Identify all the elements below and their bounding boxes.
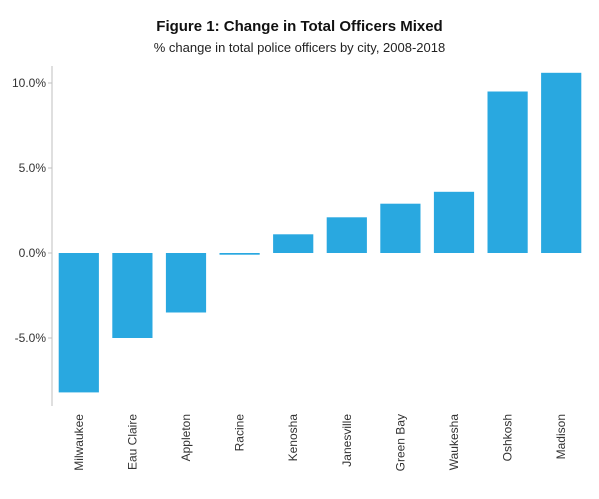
chart-subtitle: % change in total police officers by cit… <box>153 40 446 55</box>
y-tick-label: 0.0% <box>19 246 47 260</box>
x-tick-label: Green Bay <box>393 414 407 471</box>
bar-waukesha <box>433 191 475 253</box>
chart-title: Figure 1: Change in Total Officers Mixed <box>156 18 443 35</box>
x-tick-label: Janesville <box>340 414 354 467</box>
bar-milwaukee <box>58 253 99 393</box>
bar-green-bay <box>380 203 421 253</box>
x-axis-labels: Milwaukee Eau Claire Appleton Racine Kenosha… <box>72 414 568 472</box>
bars-group <box>58 72 582 393</box>
x-tick-label: Appleton <box>179 414 193 461</box>
y-tick-label: 10.0% <box>12 76 46 90</box>
y-axis-ticks: 10.0% 5.0% 0.0% -5.0% <box>12 76 52 345</box>
bar-oshkosh <box>487 91 528 253</box>
y-tick-label: 5.0% <box>19 161 47 175</box>
bar-madison <box>541 72 582 253</box>
x-tick-label: Eau Claire <box>125 414 139 470</box>
bar-janesville <box>326 217 367 253</box>
x-tick-label: Milwaukee <box>72 414 86 471</box>
x-tick-label: Waukesha <box>447 414 461 471</box>
bar-kenosha <box>273 234 314 253</box>
x-tick-label: Kenosha <box>286 414 300 462</box>
bar-racine <box>219 253 260 255</box>
x-tick-label: Oshkosh <box>501 414 515 461</box>
x-tick-label: Racine <box>233 414 247 452</box>
bar-appleton <box>165 253 207 313</box>
x-tick-label: Madison <box>554 414 568 459</box>
y-tick-label: -5.0% <box>15 331 47 345</box>
bar-eau-claire <box>112 253 153 338</box>
